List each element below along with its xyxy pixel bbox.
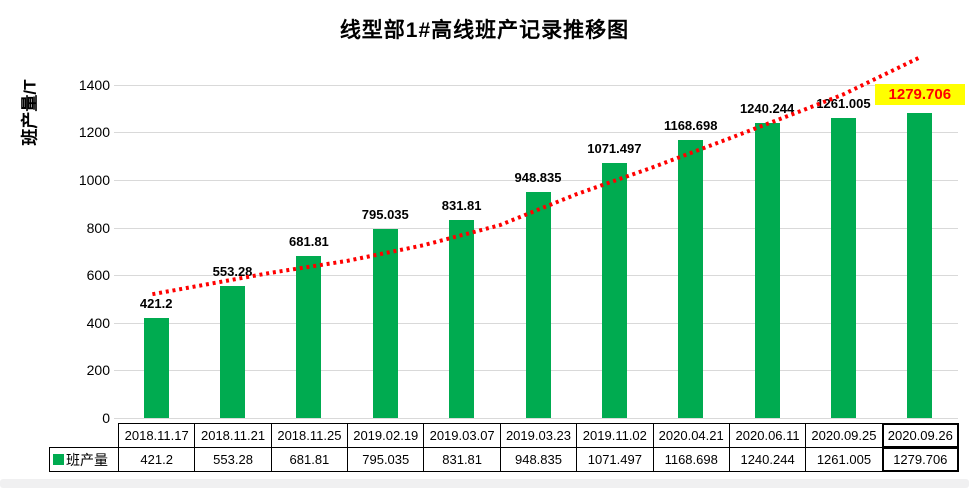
bar-value-label: 421.2 [139, 295, 173, 311]
table-date-cell: 2018.11.21 [194, 423, 272, 448]
grid-line [114, 84, 958, 86]
table-date-cell: 2019.03.23 [499, 423, 578, 448]
y-tick-label: 600 [86, 267, 110, 284]
y-tick-label: 1400 [78, 76, 110, 93]
bar-value-label: 831.81 [441, 198, 482, 214]
bar-value-label: 681.81 [289, 233, 329, 249]
y-tick-label: 1000 [78, 172, 110, 188]
bar [220, 286, 246, 418]
bar-value-label: 1071.497 [587, 140, 642, 156]
legend-color-swatch-icon [53, 454, 64, 465]
bar [754, 122, 780, 418]
bar [830, 117, 856, 418]
table-date-cell: 2019.02.19 [347, 423, 425, 448]
bar-value-label: 948.835 [514, 170, 562, 186]
table-value-cell: 1071.497 [576, 447, 654, 472]
bar [907, 113, 933, 418]
table-value-cell: 948.835 [499, 447, 578, 472]
bottom-edge-strip [0, 479, 969, 488]
chart-title: 线型部1#高线班产记录推移图 [339, 19, 630, 42]
bar [525, 192, 551, 418]
y-tick-label: 200 [86, 362, 110, 379]
highlighted-value-label: 1279.706 [874, 84, 965, 106]
table-value-cell: 1168.698 [652, 447, 730, 472]
bar [372, 228, 398, 418]
bar-value-label: 1168.698 [663, 117, 718, 133]
bar [601, 162, 627, 418]
table-value-cell: 553.28 [194, 447, 272, 472]
table-date-cell: 2019.11.02 [576, 423, 654, 448]
table-value-cell: 1279.706 [881, 447, 959, 472]
bar [296, 255, 322, 418]
table-date-cell: 2019.03.07 [423, 423, 501, 448]
table-date-cell: 2020.09.25 [805, 423, 883, 448]
table-value-cell: 831.81 [423, 447, 501, 472]
y-axis-title: 班产量/T [20, 79, 40, 146]
table-value-cell: 681.81 [270, 447, 349, 472]
bar [143, 317, 169, 418]
table-date-cell: 2018.11.25 [270, 423, 349, 448]
table-value-cell: 1261.005 [805, 447, 883, 472]
y-tick-label: 0 [102, 410, 110, 426]
y-tick-label: 800 [86, 219, 110, 236]
y-tick-label: 1200 [78, 124, 110, 141]
bar-value-label: 553.28 [212, 264, 253, 280]
table-value-cell: 795.035 [347, 447, 425, 472]
grid-line [114, 418, 958, 419]
table-value-cell: 1240.244 [728, 447, 807, 472]
table-date-cell: 2020.09.26 [881, 423, 959, 448]
legend: 班产量 [49, 447, 119, 472]
legend-series-label: 班产量 [66, 451, 108, 468]
y-tick-label: 400 [86, 314, 110, 331]
bar [449, 220, 475, 418]
table-date-cell: 2020.04.21 [652, 423, 730, 448]
bar [678, 139, 704, 418]
table-date-cell: 2018.11.17 [118, 423, 196, 448]
table-value-cell: 421.2 [118, 447, 196, 472]
table-date-cell: 2020.06.11 [728, 423, 807, 448]
